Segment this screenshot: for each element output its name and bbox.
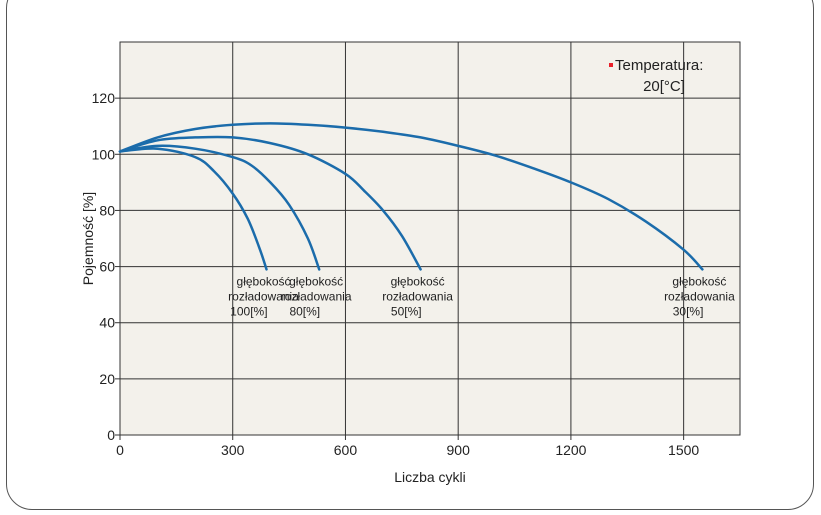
y-tick-label: 40 — [99, 315, 115, 331]
x-axis-label: Liczba cykli — [394, 469, 466, 485]
x-tick-label: 1500 — [668, 442, 699, 458]
x-tick-label: 900 — [447, 442, 471, 458]
legend: Temperatura: 20[°C] — [609, 57, 703, 95]
series-line-1 — [118, 147, 268, 271]
series-label-3-line-2: rozładowania — [382, 289, 453, 303]
x-tick-label: 0 — [116, 442, 124, 458]
series-label-4-line-3: 30[%] — [673, 304, 704, 318]
legend-marker — [609, 63, 613, 67]
series-line-4 — [118, 122, 704, 271]
series-line-3 — [118, 135, 422, 271]
y-tick-label: 120 — [92, 90, 116, 106]
series-label-2-line-1: głębokość — [289, 274, 343, 288]
y-tick-label: 100 — [92, 146, 116, 162]
y-tick-label: 20 — [99, 371, 115, 387]
series-label-1-line-3: 100[%] — [230, 304, 267, 318]
y-tick-label: 60 — [99, 259, 115, 275]
grid — [115, 42, 740, 440]
legend-text-1: Temperatura: — [615, 57, 703, 74]
y-tick-label: 80 — [99, 202, 115, 218]
series-line-2 — [118, 144, 321, 271]
y-tick-label: 0 — [107, 427, 115, 443]
series-label-2-line-2: rozładowania — [281, 289, 352, 303]
x-tick-label: 600 — [334, 442, 358, 458]
plot-area — [119, 41, 741, 436]
x-tick-label: 1200 — [555, 442, 586, 458]
series-label-4-line-1: głębokość — [672, 274, 726, 288]
series-group — [118, 122, 704, 271]
tick-labels: 0 300 600 900 1200 1500 0 20 40 60 80 100 120 — [92, 90, 700, 458]
series-label-3-line-1: głębokość — [391, 274, 445, 288]
series-label-2-line-3: 80[%] — [289, 304, 320, 318]
y-axis-label: Pojemność [%] — [80, 192, 96, 285]
series-label-1-line-2: rozładowania — [228, 289, 299, 303]
series-label-3-line-3: 50[%] — [391, 304, 422, 318]
series-label-4-line-2: rozładowania — [664, 289, 735, 303]
legend-text-2: 20[°C] — [643, 78, 685, 95]
x-tick-label: 300 — [221, 442, 245, 458]
series-label-1-line-1: głębokość — [237, 274, 291, 288]
series-labels: głębokośćrozładowania100[%]głębokośćrozł… — [228, 274, 735, 318]
